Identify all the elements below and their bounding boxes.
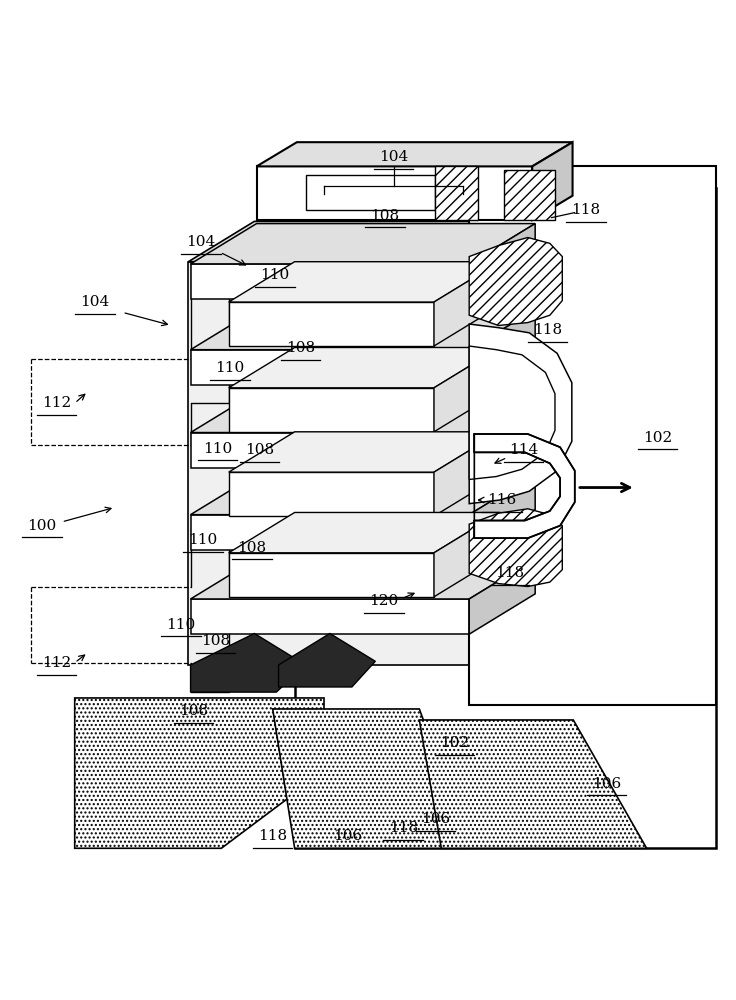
Text: 118: 118	[389, 821, 418, 835]
Text: 108: 108	[245, 443, 274, 457]
Polygon shape	[434, 262, 500, 346]
Text: 104: 104	[186, 235, 216, 249]
Text: 118: 118	[258, 829, 287, 843]
Text: 108: 108	[370, 209, 400, 223]
Text: 106: 106	[592, 777, 621, 791]
Text: 118: 118	[533, 323, 562, 337]
Text: 108: 108	[286, 341, 315, 355]
Polygon shape	[305, 175, 436, 210]
Polygon shape	[31, 529, 229, 692]
Polygon shape	[469, 166, 716, 705]
Text: 104: 104	[81, 295, 110, 309]
Polygon shape	[420, 720, 647, 848]
Text: 108: 108	[179, 704, 208, 718]
Polygon shape	[469, 474, 535, 550]
Polygon shape	[257, 142, 573, 166]
Polygon shape	[191, 633, 305, 692]
Polygon shape	[434, 347, 500, 432]
Text: 110: 110	[261, 268, 289, 282]
Polygon shape	[469, 392, 535, 468]
Polygon shape	[272, 709, 470, 848]
Polygon shape	[278, 633, 375, 687]
Polygon shape	[191, 474, 535, 515]
Text: 112: 112	[42, 396, 71, 410]
Text: 100: 100	[27, 519, 57, 533]
Polygon shape	[75, 698, 324, 848]
Text: 110: 110	[203, 442, 233, 456]
Polygon shape	[469, 559, 535, 634]
Polygon shape	[191, 264, 469, 299]
Text: 110: 110	[166, 618, 196, 632]
Polygon shape	[191, 309, 535, 350]
Polygon shape	[31, 264, 229, 445]
Text: 114: 114	[509, 443, 538, 457]
Polygon shape	[191, 515, 469, 550]
Text: 106: 106	[421, 812, 450, 826]
Polygon shape	[434, 432, 500, 516]
Text: 104: 104	[379, 150, 408, 164]
Polygon shape	[191, 599, 469, 634]
Text: 112: 112	[42, 656, 71, 670]
Polygon shape	[191, 224, 535, 264]
Polygon shape	[191, 559, 535, 599]
Text: 116: 116	[487, 493, 517, 507]
Polygon shape	[470, 221, 537, 665]
Polygon shape	[469, 309, 535, 385]
Text: 120: 120	[369, 594, 399, 608]
Polygon shape	[191, 350, 469, 385]
Polygon shape	[434, 512, 500, 597]
Text: 102: 102	[440, 736, 469, 750]
Polygon shape	[469, 238, 562, 325]
Polygon shape	[436, 166, 478, 220]
Polygon shape	[229, 472, 434, 516]
Polygon shape	[469, 346, 555, 479]
Text: 108: 108	[238, 541, 266, 555]
Polygon shape	[229, 302, 434, 346]
Polygon shape	[474, 434, 575, 538]
Text: 106: 106	[333, 829, 362, 843]
Polygon shape	[191, 392, 535, 433]
Text: 110: 110	[188, 533, 218, 547]
Text: 102: 102	[643, 431, 672, 445]
Polygon shape	[504, 170, 555, 220]
Polygon shape	[229, 512, 500, 553]
Polygon shape	[188, 262, 470, 665]
Polygon shape	[532, 142, 573, 220]
Polygon shape	[469, 224, 535, 299]
Text: 110: 110	[216, 361, 245, 375]
Text: 118: 118	[495, 566, 524, 580]
Polygon shape	[294, 188, 716, 848]
Text: 108: 108	[201, 634, 230, 648]
Polygon shape	[191, 433, 469, 468]
Polygon shape	[469, 509, 562, 587]
Polygon shape	[188, 221, 537, 262]
Polygon shape	[229, 553, 434, 597]
Polygon shape	[257, 166, 532, 220]
Polygon shape	[229, 347, 500, 388]
Text: 118: 118	[571, 203, 601, 217]
Polygon shape	[229, 432, 500, 472]
Polygon shape	[229, 388, 434, 432]
Polygon shape	[469, 324, 572, 504]
Polygon shape	[229, 262, 500, 302]
